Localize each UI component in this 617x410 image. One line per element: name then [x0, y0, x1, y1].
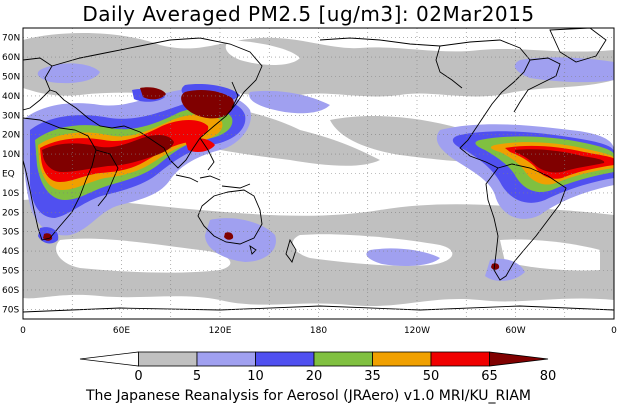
colorbar-tick-label: 35: [364, 369, 381, 384]
lat-tick-label: 40N: [2, 92, 20, 102]
colorbar-tick-label: 10: [247, 369, 264, 384]
coastlines: [23, 28, 614, 313]
lat-tick-label: 10S: [2, 189, 19, 199]
lat-tick-label: 70N: [2, 34, 20, 44]
colorbar-tick-label: 80: [540, 369, 557, 384]
lon-tick-label: 120W: [404, 326, 430, 336]
colorbar-swatch: [313, 351, 373, 367]
latitude-axis: 70N 60N 50N 40N 30N 20N 10N EQ 10S 20S 30S 40S 50S 60…: [2, 34, 20, 316]
footer-credit: The Japanese Reanalysis for Aerosol (JRA…: [85, 388, 532, 404]
map-title: Daily Averaged PM2.5 [ug/m3]: 02Mar2015: [82, 2, 535, 26]
lat-tick-label: 70S: [2, 305, 19, 315]
colorbar-swatch: [255, 351, 315, 367]
lat-tick-label: 30S: [2, 228, 19, 238]
colorbar-swatch: [430, 351, 490, 367]
colorbar-swatch: [196, 351, 256, 367]
colorbar-swatch: [79, 351, 139, 367]
lat-tick-label: 60N: [2, 53, 20, 63]
lat-tick-label: 20N: [2, 131, 20, 141]
lon-tick-label: 60E: [113, 326, 130, 336]
colorbar-swatch: [372, 351, 432, 367]
map-frame: [22, 27, 615, 320]
lat-tick-label: 60S: [2, 286, 19, 296]
longitude-axis: 0 60E 120E 180 120W 60W 0: [20, 326, 617, 336]
lat-tick-label: 50N: [2, 73, 20, 83]
colorbar-tick-label: 20: [306, 369, 323, 384]
colorbar-tick-label: 65: [481, 369, 498, 384]
lat-tick-label: 40S: [2, 247, 19, 257]
lat-tick-label: 50S: [2, 267, 19, 277]
lat-tick-label: 10N: [2, 150, 20, 160]
lat-tick-label: EQ: [2, 170, 15, 180]
lon-tick-label: 60W: [505, 326, 525, 336]
colorbar-tick-label: 0: [134, 369, 142, 384]
lon-tick-label: 180: [310, 326, 327, 336]
lon-tick-label: 120E: [209, 326, 232, 336]
lon-tick-label: 0: [611, 326, 617, 336]
colorbar-swatch: [138, 351, 198, 367]
lon-tick-label: 0: [20, 326, 26, 336]
graticule: [23, 28, 614, 319]
lat-tick-label: 30N: [2, 111, 20, 121]
colorbar-tick-label: 50: [423, 369, 440, 384]
colorbar: 0 5 10 20 35 50 65 80: [79, 351, 557, 384]
colorbar-swatch: [489, 351, 549, 367]
colorbar-tick-label: 5: [193, 369, 201, 384]
lat-tick-label: 20S: [2, 208, 19, 218]
